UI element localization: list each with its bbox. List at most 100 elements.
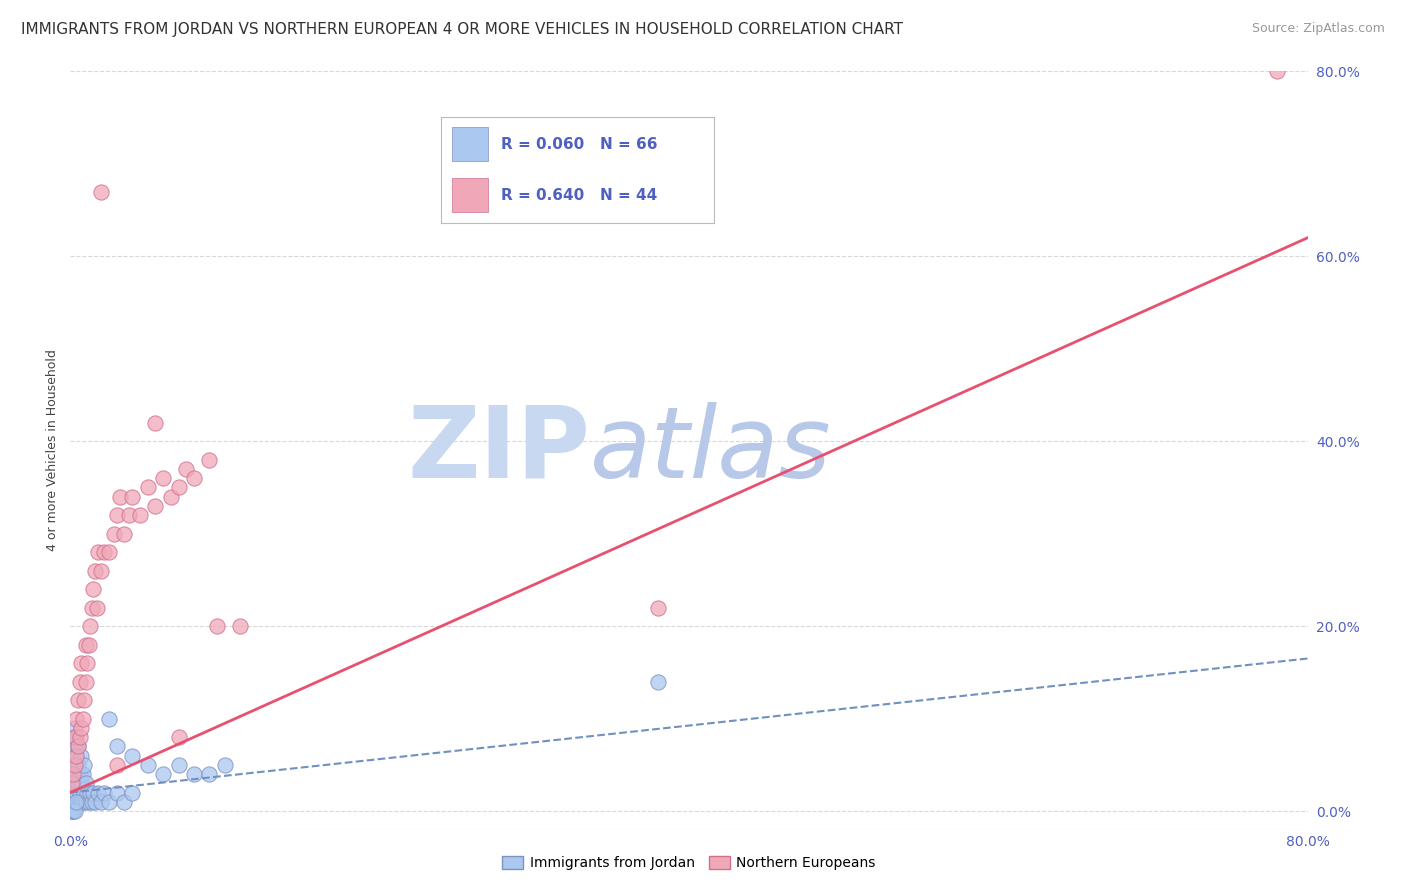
Point	[67, 795, 90, 809]
Point	[152, 767, 174, 781]
Point	[75, 795, 97, 809]
Point	[98, 795, 120, 809]
Point	[60, 757, 83, 772]
Point	[90, 185, 112, 199]
Point	[77, 795, 100, 809]
Point	[62, 730, 84, 744]
Point	[75, 638, 97, 652]
Point	[114, 795, 135, 809]
Point	[108, 490, 131, 504]
Text: atlas: atlas	[591, 402, 831, 499]
Point	[1265, 64, 1288, 78]
Point	[647, 674, 669, 689]
Point	[90, 564, 112, 578]
Point	[86, 600, 108, 615]
Y-axis label: 4 or more Vehicles in Household: 4 or more Vehicles in Household	[46, 350, 59, 551]
Point	[136, 480, 159, 494]
Point	[62, 786, 84, 800]
Point	[62, 804, 84, 818]
Point	[63, 730, 86, 744]
Point	[62, 748, 84, 763]
Point	[63, 757, 86, 772]
Point	[65, 748, 87, 763]
Point	[84, 564, 107, 578]
Point	[69, 730, 91, 744]
Point	[198, 767, 221, 781]
Point	[93, 545, 115, 559]
Point	[167, 757, 190, 772]
Text: Source: ZipAtlas.com: Source: ZipAtlas.com	[1251, 22, 1385, 36]
Point	[121, 748, 143, 763]
Point	[65, 767, 87, 781]
Point	[129, 508, 152, 523]
Point	[105, 757, 128, 772]
Point	[65, 748, 87, 763]
Text: IMMIGRANTS FROM JORDAN VS NORTHERN EUROPEAN 4 OR MORE VEHICLES IN HOUSEHOLD CORR: IMMIGRANTS FROM JORDAN VS NORTHERN EUROP…	[21, 22, 903, 37]
Point	[60, 786, 83, 800]
Point	[65, 786, 87, 800]
Point	[60, 767, 83, 781]
Point	[105, 739, 128, 754]
Point	[136, 757, 159, 772]
Point	[80, 795, 103, 809]
Point	[183, 767, 205, 781]
Point	[60, 776, 83, 790]
Point	[69, 795, 91, 809]
Point	[229, 619, 252, 633]
Legend: Immigrants from Jordan, Northern Europeans: Immigrants from Jordan, Northern Europea…	[496, 851, 882, 876]
Point	[63, 721, 86, 735]
Point	[77, 638, 100, 652]
Point	[82, 582, 105, 596]
Point	[198, 452, 221, 467]
Point	[84, 795, 107, 809]
Point	[69, 674, 91, 689]
Point	[98, 545, 120, 559]
Point	[87, 545, 110, 559]
Point	[79, 619, 101, 633]
Point	[73, 757, 96, 772]
Point	[76, 786, 98, 800]
Point	[70, 776, 93, 790]
Point	[98, 712, 120, 726]
Point	[69, 786, 91, 800]
Point	[72, 712, 94, 726]
Point	[75, 776, 97, 790]
Point	[62, 804, 84, 818]
Point	[67, 776, 90, 790]
Point	[72, 767, 94, 781]
Point	[82, 786, 105, 800]
Point	[90, 795, 112, 809]
Point	[121, 786, 143, 800]
Point	[103, 526, 125, 541]
Point	[87, 786, 110, 800]
Point	[105, 786, 128, 800]
Point	[183, 471, 205, 485]
Point	[167, 480, 190, 494]
Point	[69, 767, 91, 781]
Point	[145, 499, 166, 513]
Point	[105, 508, 128, 523]
Point	[93, 786, 115, 800]
Point	[207, 619, 229, 633]
Point	[75, 674, 97, 689]
Point	[647, 600, 669, 615]
Point	[65, 712, 87, 726]
Point	[73, 693, 96, 707]
Point	[62, 795, 84, 809]
Point	[145, 416, 166, 430]
Point	[65, 795, 87, 809]
Text: ZIP: ZIP	[408, 402, 591, 499]
Point	[80, 600, 103, 615]
Point	[76, 656, 98, 670]
Point	[62, 767, 84, 781]
Point	[114, 526, 135, 541]
Point	[70, 656, 93, 670]
Point	[67, 739, 90, 754]
Point	[62, 776, 84, 790]
Point	[72, 795, 94, 809]
Point	[63, 767, 86, 781]
Point	[70, 795, 93, 809]
Point	[63, 776, 86, 790]
Point	[167, 730, 190, 744]
Point	[174, 462, 197, 476]
